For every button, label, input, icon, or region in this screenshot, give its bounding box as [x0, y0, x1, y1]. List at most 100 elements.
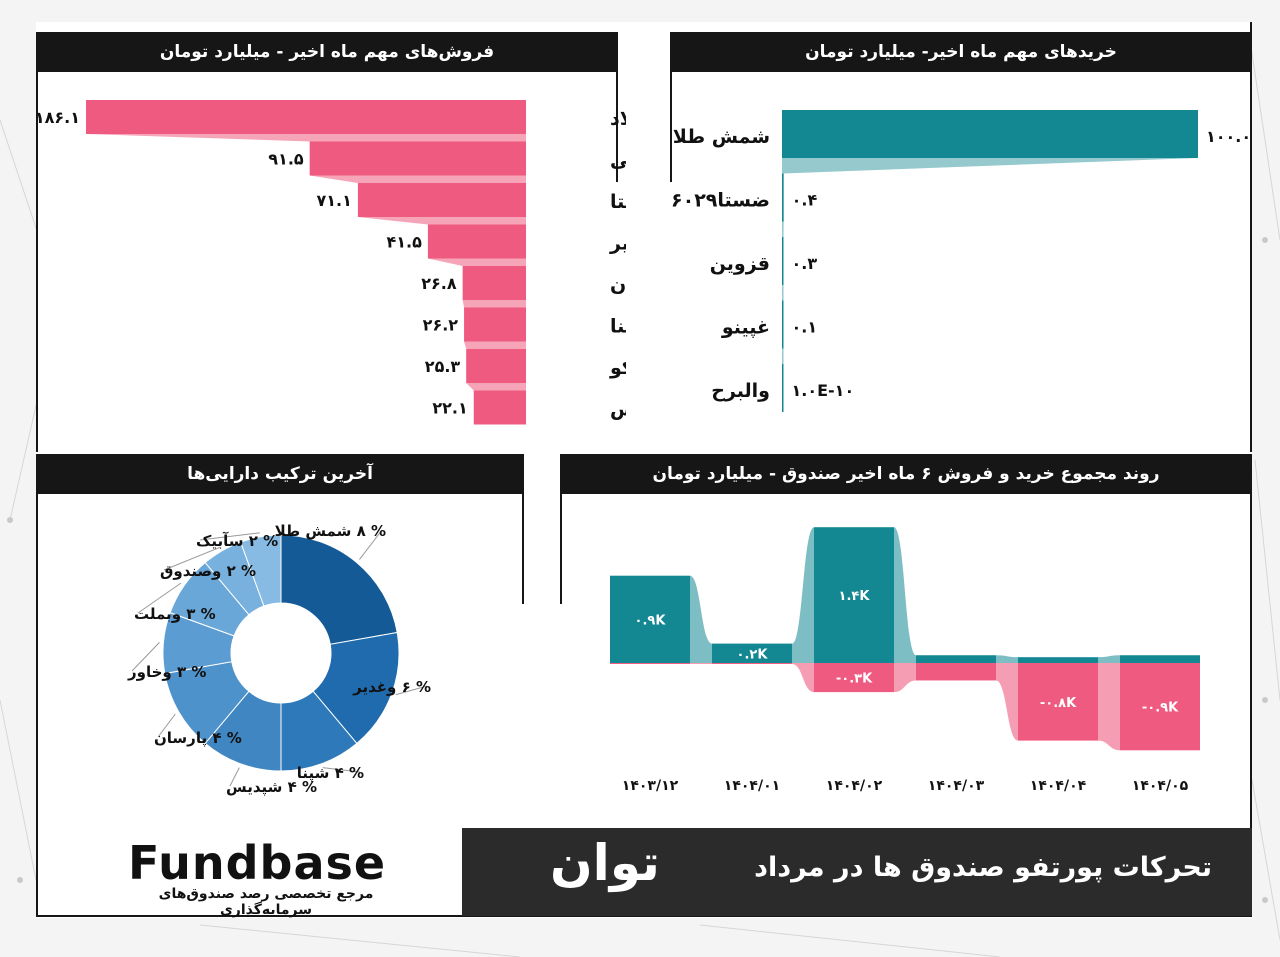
- trend-x-tick: ۱۴۰۴/۰۳: [928, 778, 985, 794]
- donut-leader-line: [163, 546, 221, 571]
- footer-subtitle: تحرکات پورتفو صندوق ها در مرداد: [754, 852, 1212, 883]
- trend-x-tick: ۱۴۰۴/۰۱: [724, 778, 780, 794]
- trend-x-tick: ۱۴۰۴/۰۴: [1030, 778, 1087, 794]
- trend-x-tick: ۱۴۰۳/۱۲: [622, 778, 679, 794]
- trend-sell-flow: [894, 663, 916, 693]
- donut-slice-label: % ۴ شپنا: [297, 764, 364, 783]
- sales-connector: [86, 134, 526, 142]
- fund-name: توان: [550, 834, 660, 892]
- sales-connector: [464, 341, 526, 349]
- purchases-frame-left: [670, 32, 672, 182]
- purchases-bar: [782, 237, 784, 285]
- donut-leader-line: [157, 713, 176, 738]
- sales-connector: [466, 383, 526, 391]
- trend-x-tick: ۱۴۰۴/۰۲: [826, 778, 883, 794]
- purchases-category-label: ضستا۶۰۲۹: [671, 190, 770, 212]
- trend-buy-flow: [1098, 655, 1120, 663]
- purchases-value-label: ۰.۳: [792, 254, 818, 273]
- donut-leader-line: [137, 582, 182, 614]
- trend-sell-flow: [1098, 663, 1120, 751]
- donut-leader-line: [395, 685, 428, 696]
- trend-sell-bar: [1120, 663, 1200, 751]
- purchases-bar-chart: ۱۰۰.۰ شمش طلا ۰.۴ ضستا۶۰۲۹ ۰.۳ قزوین ۰.۱ غپینو ۱…: [671, 110, 1251, 412]
- donut-slice-label: % ۸ شمش طلا: [275, 522, 386, 540]
- sales-category-label: پارسان: [610, 274, 626, 296]
- donut-slices: [162, 534, 400, 772]
- trend-frame-left: [560, 454, 562, 604]
- sales-category-label: شپنا: [610, 316, 626, 338]
- trend-sell-flow: [996, 663, 1018, 741]
- assets-frame-left: [36, 454, 38, 916]
- trend-sell-label: -۰.۳K: [836, 672, 873, 687]
- logo-tagline: مرجع تخصصی رصد صندوق‌های سرمایه‌گذاری: [158, 886, 374, 918]
- purchases-category-label: والبرح: [711, 380, 770, 402]
- purchases-bar: [782, 173, 784, 222]
- purchases-value-label: ۱۰۰.۰: [1206, 127, 1251, 146]
- sales-category-label: شپدیس: [610, 399, 626, 421]
- sales-value-label: ۲۵.۳: [425, 357, 461, 376]
- sales-connector: [427, 258, 526, 266]
- sales-category-label: فولاد: [610, 108, 626, 130]
- sales-panel-title: فروش‌های مهم ماه اخیر - میلیارد تومان: [36, 32, 618, 72]
- trend-buy-bar: [1018, 657, 1098, 663]
- donut-slice: [240, 534, 282, 607]
- sales-bar: [464, 307, 526, 342]
- sales-bar: [473, 390, 526, 425]
- trend-sell-label: -۰.۸K: [1040, 696, 1077, 711]
- trend-panel-title: روند مجموع خرید و فروش ۶ ماه اخیر صندوق …: [560, 454, 1252, 494]
- fundbase-logo: Fundbase: [128, 836, 387, 890]
- trend-sell-bar: [712, 663, 792, 664]
- donut-labels: % ۸ شمش طلا % ۶ وغدیر % ۴ شپنا% ۴ شپدیس % ۴…: [127, 522, 431, 797]
- trend-buy-flow: [996, 655, 1018, 663]
- purchases-value-label: ۰.۱: [792, 318, 818, 337]
- donut-slice: [280, 534, 398, 645]
- purchases-panel-title: خریدهای مهم ماه اخیر- میلیارد تومان: [670, 32, 1252, 72]
- trend-buy-bar: [916, 655, 996, 663]
- sales-bar: [462, 266, 526, 300]
- donut-leader-line: [322, 767, 361, 773]
- sales-value-label: ۲۶.۸: [421, 274, 457, 293]
- sales-bar: [466, 349, 526, 383]
- purchases-connector: [782, 348, 784, 364]
- sales-category-label: فملی: [610, 150, 626, 172]
- sales-bar: [427, 224, 526, 259]
- sales-value-label: ۷۱.۱: [317, 191, 352, 210]
- purchases-connector: [782, 158, 1198, 174]
- sales-value-label: ۱۸۶.۱: [36, 108, 80, 127]
- donut-slice-label: % ۳ وبملت: [134, 605, 216, 623]
- trend-buy-label: ۰.۲K: [737, 647, 769, 662]
- trend-buy-flow: [690, 575, 712, 663]
- trend-frame-right: [1250, 454, 1252, 828]
- sales-connector: [357, 217, 526, 225]
- sales-value-label: ۴۱.۵: [387, 233, 423, 252]
- assets-panel-title: آخرین ترکیب دارایی‌ها: [36, 454, 524, 494]
- sales-category-label: تاصیکو: [609, 357, 626, 379]
- donut-slice-label: % ۶ وغدیر: [352, 678, 431, 696]
- donut-slice-label: % ۳ وخاور: [127, 663, 206, 681]
- trend-x-tick: ۱۴۰۴/۰۵: [1132, 778, 1189, 794]
- trend-bars: ۰.۹K ۰.۲K ۱.۴K -۰.۳K -۰.۸K -۰.۹K: [610, 527, 1200, 751]
- trend-buy-bar: [610, 575, 690, 663]
- sales-bar-chart: ۱۸۶.۱ فولاد ۹۱.۵ فملی ۷۱.۱ شستا ۴۱.۵ وغدیر ۲۶.۸ پ…: [36, 100, 626, 425]
- purchases-connector: [782, 221, 784, 237]
- trend-sell-bar: [1018, 663, 1098, 741]
- donut-leader-line: [229, 767, 240, 787]
- trend-buy-bar: [814, 527, 894, 663]
- purchases-bar: [782, 300, 784, 349]
- donut-slice-label: % ۴ شپدیس: [226, 778, 317, 797]
- sales-connector: [309, 175, 526, 183]
- assets-frame-right: [522, 454, 524, 604]
- trend-sell-label: -۰.۹K: [1142, 701, 1179, 716]
- sales-value-label: ۹۱.۵: [268, 150, 304, 169]
- sales-frame-left: [36, 32, 38, 452]
- footer-bar: تحرکات پورتفو صندوق ها در مرداد توان: [462, 828, 1252, 916]
- purchases-category-label: غپینو: [721, 317, 770, 339]
- donut-slice-label: % ۴ پارسان: [154, 729, 242, 748]
- sales-connector: [462, 300, 526, 308]
- trend-flow-chart: ۰.۹K ۰.۲K ۱.۴K -۰.۳K -۰.۸K -۰.۹K ۱۴۰۳/۱۲ ۱۴۰۴/…: [610, 527, 1200, 794]
- trend-buy-bar: [1120, 655, 1200, 663]
- trend-sell-bar: [814, 663, 894, 693]
- trend-buy-flow: [894, 527, 916, 663]
- trend-buy-label: ۰.۹K: [635, 613, 667, 628]
- donut-leader-line: [131, 642, 160, 672]
